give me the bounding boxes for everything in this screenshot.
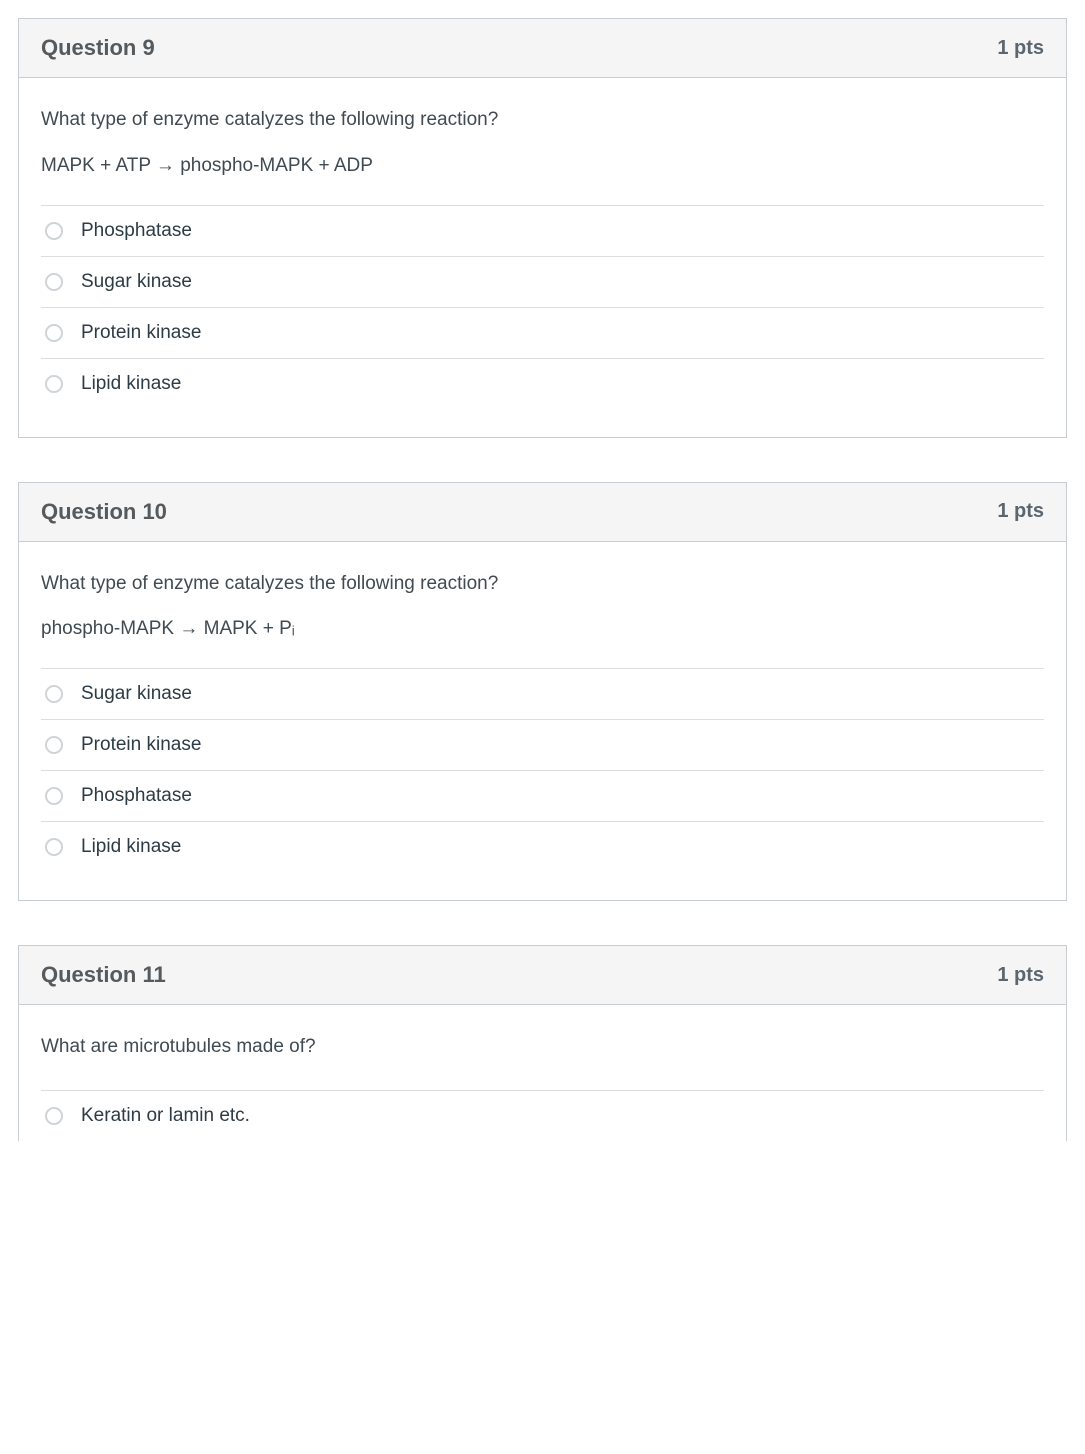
answer-label: Protein kinase	[81, 734, 201, 756]
question-title: Question 9	[41, 35, 155, 61]
answer-option[interactable]: Phosphatase	[41, 770, 1044, 821]
answer-option[interactable]: Protein kinase	[41, 307, 1044, 358]
question-header: Question 11 1 pts	[19, 946, 1066, 1005]
radio-icon[interactable]	[45, 273, 63, 291]
answer-label: Phosphatase	[81, 785, 192, 807]
radio-icon[interactable]	[45, 222, 63, 240]
question-card: Question 9 1 pts What type of enzyme cat…	[18, 18, 1067, 438]
answer-option[interactable]: Lipid kinase	[41, 821, 1044, 872]
radio-icon[interactable]	[45, 736, 63, 754]
question-title: Question 11	[41, 962, 166, 988]
radio-icon[interactable]	[45, 1107, 63, 1125]
answer-label: Phosphatase	[81, 220, 192, 242]
question-points: 1 pts	[997, 37, 1044, 60]
answers-list: Phosphatase Sugar kinase Protein kinase …	[41, 205, 1044, 409]
answer-option[interactable]: Lipid kinase	[41, 358, 1044, 409]
answers-list: Sugar kinase Protein kinase Phosphatase …	[41, 668, 1044, 872]
question-reaction: MAPK + ATP → phospho-MAPK + ADP	[41, 155, 1044, 177]
answer-option[interactable]: Sugar kinase	[41, 256, 1044, 307]
question-title: Question 10	[41, 499, 167, 525]
question-prompt: What are microtubules made of?	[41, 1033, 1044, 1062]
question-points: 1 pts	[997, 500, 1044, 523]
question-reaction: phospho-MAPK → MAPK + Pᵢ	[41, 618, 1044, 640]
answer-label: Protein kinase	[81, 322, 201, 344]
question-body: What are microtubules made of? Keratin o…	[19, 1005, 1066, 1141]
question-prompt: What type of enzyme catalyzes the follow…	[41, 570, 1044, 599]
radio-icon[interactable]	[45, 838, 63, 856]
answer-label: Lipid kinase	[81, 373, 181, 395]
question-points: 1 pts	[997, 964, 1044, 987]
answer-option[interactable]: Keratin or lamin etc.	[41, 1090, 1044, 1141]
answer-option[interactable]: Protein kinase	[41, 719, 1044, 770]
answer-option[interactable]: Phosphatase	[41, 205, 1044, 256]
question-body: What type of enzyme catalyzes the follow…	[19, 78, 1066, 437]
radio-icon[interactable]	[45, 685, 63, 703]
answer-label: Sugar kinase	[81, 683, 192, 705]
question-header: Question 10 1 pts	[19, 483, 1066, 542]
radio-icon[interactable]	[45, 375, 63, 393]
answer-label: Sugar kinase	[81, 271, 192, 293]
question-prompt: What type of enzyme catalyzes the follow…	[41, 106, 1044, 135]
question-card: Question 11 1 pts What are microtubules …	[18, 945, 1067, 1141]
answer-option[interactable]: Sugar kinase	[41, 668, 1044, 719]
question-card: Question 10 1 pts What type of enzyme ca…	[18, 482, 1067, 902]
radio-icon[interactable]	[45, 324, 63, 342]
question-header: Question 9 1 pts	[19, 19, 1066, 78]
answer-label: Keratin or lamin etc.	[81, 1105, 250, 1127]
answers-list: Keratin or lamin etc.	[41, 1090, 1044, 1141]
question-body: What type of enzyme catalyzes the follow…	[19, 542, 1066, 901]
radio-icon[interactable]	[45, 787, 63, 805]
answer-label: Lipid kinase	[81, 836, 181, 858]
